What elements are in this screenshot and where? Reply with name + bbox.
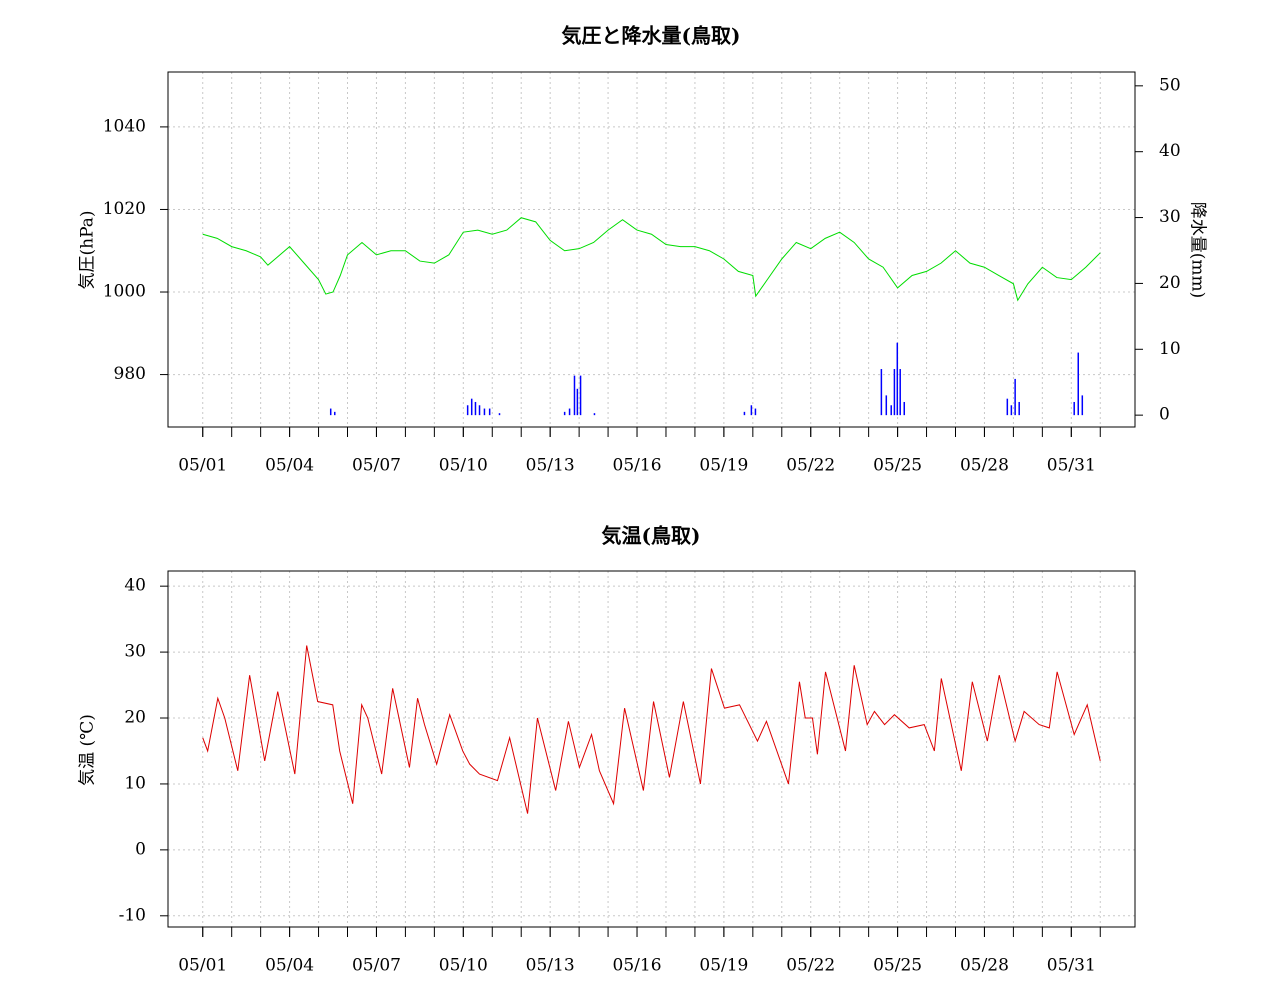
bar (1014, 378, 1016, 416)
x-tick-label: 05/22 (786, 456, 835, 476)
y-tick-label: 1020 (103, 199, 146, 219)
x-tick-label: 05/07 (352, 956, 401, 976)
x-tick-label: 05/04 (265, 956, 314, 976)
x-tick-label: 05/25 (873, 456, 922, 476)
x-tick-label: 05/10 (439, 956, 488, 976)
y-axis-label: 気温 (℃) (78, 714, 98, 786)
bar (579, 375, 582, 416)
bar (1006, 398, 1009, 416)
x-tick-label: 05/28 (960, 456, 1009, 476)
x-tick-label: 05/13 (526, 956, 575, 976)
y-tick-label: 1000 (103, 282, 146, 302)
bar (334, 411, 336, 416)
x-tick-label: 05/28 (960, 956, 1009, 976)
x-tick-label: 05/19 (699, 456, 748, 476)
x-tick-label: 05/31 (1047, 456, 1096, 476)
y-tick-label: 10 (124, 773, 146, 793)
bar (1073, 401, 1075, 416)
bar (880, 369, 883, 416)
y-tick-label: 40 (124, 576, 146, 596)
bar (576, 388, 579, 416)
x-tick-label: 05/01 (178, 956, 227, 976)
bar (470, 398, 473, 416)
y-tick-label: 1040 (103, 116, 146, 136)
bar (893, 369, 896, 416)
x-tick-label: 05/13 (526, 456, 575, 476)
x-tick-label: 05/19 (699, 956, 748, 976)
x-tick-label: 05/31 (1047, 956, 1096, 976)
bar (488, 408, 491, 416)
bar (743, 411, 746, 416)
y2-axis-label: 降水量(mm) (1188, 202, 1208, 299)
bar (568, 408, 571, 416)
x-tick-label: 05/07 (352, 456, 401, 476)
bar (1081, 395, 1084, 416)
x-tick-label: 05/04 (265, 456, 314, 476)
x-tick-label: 05/22 (786, 956, 835, 976)
y2-tick-label: 20 (1159, 273, 1181, 293)
plot-frame (167, 71, 1136, 428)
bar (329, 408, 332, 416)
bar (750, 405, 753, 416)
y2-tick-label: 10 (1159, 339, 1181, 359)
line (202, 645, 1101, 814)
bar (903, 401, 906, 416)
bar (474, 401, 477, 416)
y-tick-label: -10 (119, 905, 146, 925)
bar (890, 405, 892, 416)
bar (478, 405, 481, 416)
bar (483, 408, 486, 416)
bar (754, 408, 757, 416)
bar (563, 411, 566, 416)
x-tick-label: 05/25 (873, 956, 922, 976)
bar (1077, 352, 1080, 416)
bar (885, 395, 888, 416)
x-tick-label: 05/16 (613, 956, 662, 976)
y2-tick-label: 40 (1159, 141, 1181, 161)
bar (899, 369, 901, 416)
x-tick-label: 05/01 (178, 456, 227, 476)
x-tick-label: 05/10 (439, 456, 488, 476)
x-tick-label: 05/16 (613, 456, 662, 476)
y2-tick-label: 0 (1159, 405, 1170, 425)
bar (573, 375, 576, 416)
y-tick-label: 20 (124, 708, 146, 728)
line (202, 217, 1101, 302)
y-tick-label: 980 (114, 364, 146, 384)
bar (593, 413, 596, 416)
bar (1010, 405, 1013, 416)
bar (466, 405, 469, 416)
y-tick-label: 30 (124, 642, 146, 662)
y2-tick-label: 30 (1159, 207, 1181, 227)
y2-tick-label: 50 (1159, 75, 1181, 95)
bar (1018, 401, 1020, 416)
plot-frame (167, 570, 1136, 928)
chart-title: 気温(鳥取) (602, 524, 701, 548)
y-tick-label: 0 (135, 839, 146, 859)
y-axis-label: 気圧(hPa) (78, 210, 98, 289)
chart-title: 気圧と降水量(鳥取) (562, 24, 741, 48)
bar (498, 413, 501, 416)
bar (896, 342, 899, 416)
